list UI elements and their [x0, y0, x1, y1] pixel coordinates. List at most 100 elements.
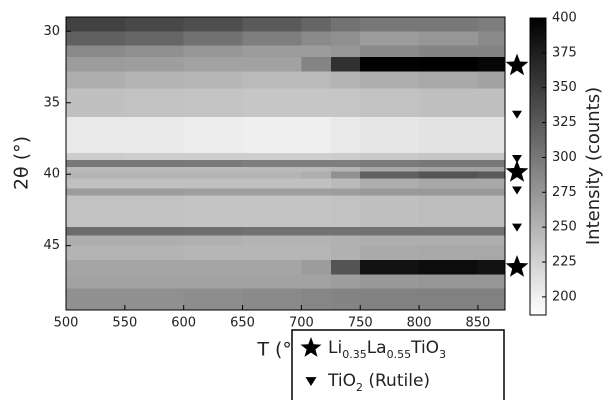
heatmap-cell	[477, 178, 506, 190]
heatmap-cell	[183, 235, 244, 247]
heatmap-cell	[242, 152, 302, 161]
heatmap-cell	[419, 195, 479, 228]
heatmap-cell	[66, 159, 126, 168]
heatmap-cell	[242, 178, 302, 190]
heatmap-cell	[183, 227, 244, 237]
heatmap-cell	[301, 167, 332, 172]
colorbar-label: Intensity (counts)	[583, 87, 604, 245]
heatmap-cell	[124, 17, 185, 32]
heatmap-cell	[301, 152, 332, 161]
heatmap-cell	[124, 171, 185, 180]
peak-marker	[512, 223, 522, 232]
heatmap-cell	[183, 274, 244, 290]
legend-label-part: 0.35	[342, 348, 367, 361]
legend-label-part: TiO	[327, 371, 356, 391]
heatmap-cell	[183, 88, 244, 118]
heatmap-cell	[419, 188, 479, 197]
heatmap-cell	[477, 259, 506, 275]
colorbar-tick-label: 200	[552, 289, 577, 304]
heatmap-cell	[360, 17, 420, 32]
heatmap-cell	[242, 288, 302, 311]
heatmap-cell	[301, 274, 332, 290]
heatmap-cell	[242, 31, 302, 47]
heatmap-cell	[124, 167, 185, 172]
colorbar-tick-label: 350	[552, 80, 577, 95]
heatmap-cell	[66, 71, 126, 89]
heatmap-cell	[360, 31, 420, 47]
heatmap-cell	[242, 259, 302, 275]
heatmap-cell	[183, 188, 244, 197]
heatmap-cell	[360, 227, 420, 237]
heatmap-cell	[330, 117, 361, 154]
colorbar-tick-label: 225	[552, 255, 577, 270]
heatmap-cell	[330, 57, 361, 72]
heatmap-cell	[360, 71, 420, 89]
heatmap-cell	[419, 288, 479, 311]
peak-marker	[505, 53, 529, 76]
colorbar-tick-label: 325	[552, 115, 577, 130]
heatmap-cell	[242, 171, 302, 180]
heatmap-cell	[419, 245, 479, 261]
heatmap-cell	[183, 167, 244, 172]
heatmap-cell	[183, 171, 244, 180]
legend-label-part: 2	[356, 381, 363, 394]
heatmap-cell	[477, 57, 506, 72]
heatmap-cell	[301, 195, 332, 228]
heatmap-cell	[419, 71, 479, 89]
heatmap-cell	[330, 288, 361, 311]
heatmap-cell	[66, 245, 126, 261]
heatmap-cell	[66, 171, 126, 180]
heatmap-cell	[330, 167, 361, 172]
heatmap-cell	[183, 159, 244, 168]
heatmap-cell	[183, 57, 244, 72]
heatmap-cell	[242, 159, 302, 168]
heatmap-cell	[66, 227, 126, 237]
heatmap-cell	[66, 31, 126, 47]
heatmap-cell	[242, 274, 302, 290]
colorbar	[529, 17, 547, 316]
heatmap-cell	[477, 188, 506, 197]
heatmap-cell	[330, 171, 361, 180]
heatmap-cell	[124, 45, 185, 58]
heatmap-cell	[301, 57, 332, 72]
heatmap-cell	[360, 259, 420, 275]
heatmap-cell	[242, 88, 302, 118]
colorbar-tick-label: 275	[552, 185, 577, 200]
heatmap-cell	[124, 71, 185, 89]
heatmap-cell	[360, 171, 420, 180]
heatmap-cell	[419, 235, 479, 247]
x-tick-label: 750	[348, 316, 373, 331]
heatmap-cell	[124, 195, 185, 228]
heatmap-cell	[419, 178, 479, 190]
heatmap-cell	[419, 31, 479, 47]
heatmap-cell	[242, 117, 302, 154]
heatmap-cell	[360, 159, 420, 168]
heatmap-cell	[124, 288, 185, 311]
heatmap-cell	[242, 235, 302, 247]
heatmap-cell	[477, 167, 506, 172]
heatmap-cell	[183, 71, 244, 89]
x-tick-label: 500	[54, 316, 79, 331]
legend-label-part: Li	[328, 338, 342, 358]
heatmap-cell	[477, 31, 506, 47]
heatmap-cell	[477, 45, 506, 58]
heatmap-cell	[419, 152, 479, 161]
heatmap-cell	[360, 167, 420, 172]
heatmap-cell	[477, 288, 506, 311]
heatmap-cell	[66, 288, 126, 311]
heatmap-cell	[124, 31, 185, 47]
heatmap-cell	[301, 288, 332, 311]
heatmap-cell	[242, 195, 302, 228]
heatmap-cell	[360, 245, 420, 261]
heatmap-cell	[360, 274, 420, 290]
peak-marker	[512, 154, 522, 163]
heatmap-cell	[360, 57, 420, 72]
heatmap-cell	[477, 71, 506, 89]
heatmap-cell	[330, 17, 361, 32]
heatmap-cell	[360, 288, 420, 311]
heatmap-cell	[330, 227, 361, 237]
heatmap-cell	[477, 274, 506, 290]
heatmap-cell	[242, 245, 302, 261]
